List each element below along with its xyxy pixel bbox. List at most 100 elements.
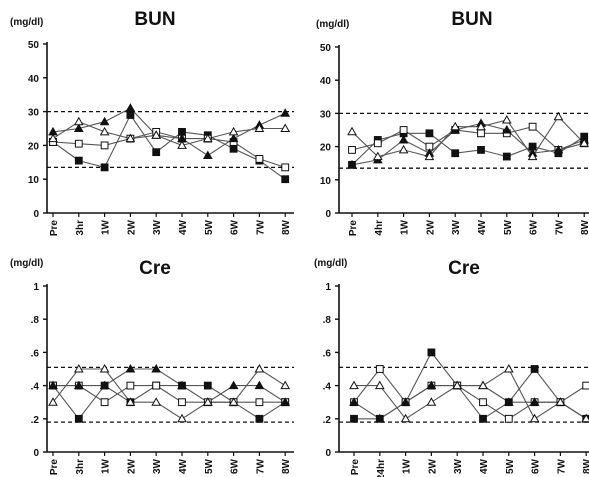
x-tick-label: 3W: [453, 458, 464, 474]
y-axis-unit-label: (mg/dl): [10, 258, 43, 269]
data-point-filled-triangle: [48, 380, 58, 390]
data-point-open-triangle: [347, 126, 357, 136]
data-point-open-triangle: [555, 397, 566, 406]
x-tick-label: 3W: [451, 219, 462, 235]
data-point-open-triangle: [177, 140, 187, 149]
data-point-filled-triangle: [553, 144, 564, 154]
data-point-open-triangle: [48, 133, 58, 143]
data-point-filled-triangle: [503, 397, 514, 406]
series-line-open-square: [353, 368, 587, 420]
x-tick-label: 1W: [101, 458, 112, 474]
data-point-filled-square: [229, 144, 238, 153]
data-point-open-triangle: [529, 413, 540, 423]
y-tick-label: .6: [323, 348, 332, 359]
data-point-open-triangle: [73, 116, 84, 126]
x-tick-label: 5W: [204, 458, 215, 474]
series-line-filled-triangle: [52, 107, 286, 157]
x-tick-label: 1W: [101, 219, 112, 235]
data-point-filled-triangle: [125, 363, 136, 373]
y-tick-label: 50: [28, 40, 40, 51]
data-point-filled-triangle: [400, 397, 411, 406]
data-point-open-triangle: [125, 133, 136, 143]
x-tick-label: 6W: [230, 219, 241, 235]
x-tick-label: 1W: [402, 458, 413, 474]
chart-panel-cre-right: Cre (mg/dl) 0 .2 .4 .6 .8 1 Pre 24hr 1W 2W 3W 4W 5W 6W 7…: [294, 236, 589, 477]
data-point-open-triangle: [400, 413, 411, 423]
series-line-filled-square: [52, 113, 286, 180]
x-tick-label: 7W: [255, 458, 266, 474]
chart-panel-bun-right: BUN (mg/dl) 0 10 20 30 40 50 Pre 24hr 1W 2W 3W 4W 5W 6W…: [294, 0, 589, 236]
x-tick-label: 5W: [204, 219, 215, 235]
y-tick-label: .4: [323, 382, 332, 393]
data-point-open-square: [126, 381, 135, 390]
data-point-filled-triangle: [125, 103, 136, 112]
x-tick-label: 24hr: [374, 220, 385, 236]
data-point-filled-triangle: [99, 380, 110, 390]
x-tick-label: 5W: [503, 219, 514, 235]
x-tick-label: 4W: [477, 219, 488, 235]
data-point-filled-triangle: [254, 380, 265, 390]
y-axis-unit-label: (mg/dl): [314, 258, 347, 269]
y-axis-unit-label: (mg/dl): [316, 19, 349, 30]
data-point-open-square: [100, 398, 109, 407]
data-point-open-square: [100, 141, 109, 150]
data-point-open-square: [178, 398, 186, 407]
y-tick-label: .2: [31, 415, 40, 426]
y-tick-label: 0: [33, 448, 39, 459]
data-point-open-triangle: [177, 413, 187, 423]
data-point-filled-triangle: [73, 123, 84, 132]
x-tick-label: 2W: [126, 219, 137, 235]
y-tick-label: .8: [323, 315, 332, 326]
data-point-filled-square: [126, 111, 135, 119]
x-tick-label: 3hr: [75, 220, 86, 236]
y-tick-label: 10: [320, 176, 332, 187]
x-tick-label: Pre: [350, 459, 361, 476]
data-point-open-square: [479, 398, 487, 407]
data-point-open-triangle: [73, 363, 84, 373]
x-tick-label: 2W: [126, 458, 137, 474]
x-tick-label: Pre: [49, 220, 60, 236]
data-point-open-triangle: [254, 363, 265, 373]
data-point-filled-square: [255, 414, 264, 423]
data-point-filled-square: [451, 149, 460, 158]
chart-title: BUN: [134, 9, 175, 30]
data-point-filled-square: [427, 348, 436, 357]
x-tick-label: 3W: [152, 219, 163, 235]
series-line-filled-square: [52, 384, 286, 420]
data-point-filled-square: [530, 365, 539, 373]
series-line-open-square: [53, 385, 286, 403]
data-point-open-triangle: [254, 123, 265, 132]
x-tick-label: 8W: [281, 219, 292, 235]
x-tick-label: 3hr: [75, 459, 86, 475]
series-line-open-triangle: [354, 368, 587, 420]
data-point-filled-triangle: [529, 397, 540, 406]
data-point-open-triangle: [372, 151, 383, 161]
data-point-open-square: [152, 381, 161, 390]
y-tick-label: .4: [31, 382, 40, 393]
y-tick-label: 0: [325, 448, 331, 459]
y-tick-label: .6: [31, 348, 40, 359]
y-tick-label: 20: [28, 141, 40, 152]
data-point-filled-square: [74, 156, 83, 165]
data-point-open-triangle: [424, 151, 435, 161]
x-tick-label: Pre: [49, 459, 60, 476]
series-line-open-square: [52, 131, 286, 168]
data-point-open-square: [373, 139, 382, 148]
y-tick-label: 0: [33, 209, 39, 220]
data-point-open-triangle: [280, 123, 291, 132]
x-tick-label: 5W: [505, 458, 516, 474]
data-point-filled-square: [350, 414, 358, 423]
chart-svg: Cre (mg/dl) 0 .2 .4 .6 .8 1 Pre 3hr 1W 2W 3W 4W 5W 6W 7W…: [10, 258, 294, 476]
data-point-filled-triangle: [151, 363, 162, 373]
data-point-open-square: [255, 398, 264, 407]
x-tick-label: 4W: [479, 458, 490, 474]
data-point-filled-triangle: [99, 116, 110, 126]
data-point-filled-triangle: [349, 397, 359, 406]
x-tick-label: 6W: [230, 458, 241, 474]
y-tick-label: 10: [28, 175, 40, 186]
x-tick-label: 4W: [178, 458, 189, 474]
data-point-filled-square: [203, 381, 212, 390]
chart-svg: BUN (mg/dl) 0 10 20 30 40 50 Pre 24hr 1W 2W 3W 4W 5W 6W…: [316, 9, 589, 236]
x-tick-label: 8W: [580, 219, 589, 235]
data-point-filled-square: [477, 146, 485, 154]
